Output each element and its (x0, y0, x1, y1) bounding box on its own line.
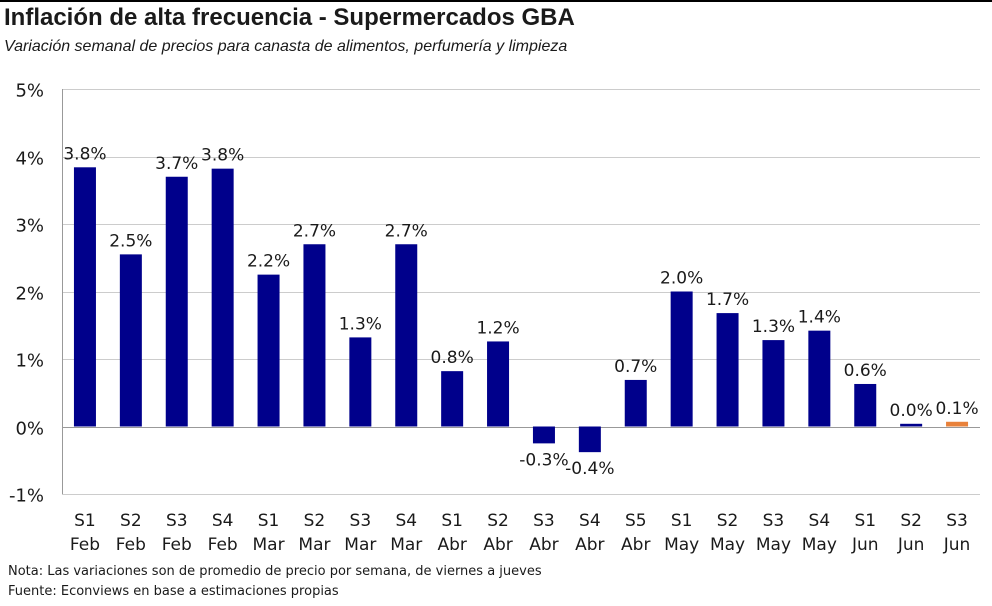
bar (532, 426, 555, 444)
x-tick-label-week: S5 (625, 511, 647, 531)
x-tick-label-week: S3 (946, 511, 968, 531)
x-tick-label-month: Abr (621, 535, 650, 555)
data-label: 2.7% (293, 221, 336, 241)
footnote-fuente: Fuente: Econviews en base a estimaciones… (8, 584, 339, 599)
data-label: -0.3% (519, 450, 568, 470)
bar (808, 330, 831, 427)
data-label: 1.2% (476, 318, 519, 338)
bar-chart: 5% 4% 3% 2% 1% 0% -1% 3.8% S1 Feb 2.5% S2 Feb 3.7% S3 F… (9, 81, 980, 555)
bar (257, 274, 280, 427)
data-label: 0.6% (844, 361, 887, 381)
data-label: 0.7% (614, 357, 657, 377)
x-tick-label-month: Abr (483, 535, 512, 555)
data-label: 2.2% (247, 252, 290, 272)
x-tick-label-week: S1 (74, 511, 96, 531)
x-tick-label-month: Jun (943, 535, 971, 555)
x-tick-label-month: Mar (344, 535, 376, 555)
bar (624, 379, 647, 427)
x-tick-label-week: S1 (258, 511, 280, 531)
bar (73, 167, 96, 427)
data-label: 1.7% (706, 290, 749, 310)
bar (578, 426, 601, 453)
y-tick-label: 3% (15, 216, 44, 237)
bar (211, 168, 234, 427)
x-tick-label-week: S4 (579, 511, 601, 531)
data-label: 0.1% (935, 399, 978, 419)
x-tick-label-week: S1 (671, 511, 693, 531)
data-label: 2.5% (109, 231, 152, 251)
bar (395, 244, 418, 427)
bar (165, 176, 188, 427)
bar (349, 337, 372, 427)
x-tick-label-week: S2 (900, 511, 922, 531)
bar (946, 421, 969, 427)
chart-subtitle: Variación semanal de precios para canast… (4, 38, 568, 55)
bar (900, 423, 923, 427)
data-label: 2.7% (385, 221, 428, 241)
footnote-nota: Nota: Las variaciones son de promedio de… (8, 564, 542, 579)
x-tick-label-month: May (710, 535, 745, 555)
data-label: 0.8% (431, 348, 474, 368)
data-label: 3.8% (201, 146, 244, 166)
x-tick-label-month: Mar (390, 535, 422, 555)
data-label: 3.8% (63, 144, 106, 164)
data-label: 3.7% (155, 154, 198, 174)
x-tick-label-week: S2 (717, 511, 739, 531)
x-tick-label-month: Mar (298, 535, 330, 555)
data-label: -0.4% (565, 459, 614, 479)
x-tick-label-month: Abr (575, 535, 604, 555)
x-tick-label-week: S3 (166, 511, 188, 531)
data-label: 1.4% (798, 308, 841, 328)
data-label: 2.0% (660, 269, 703, 289)
x-tick-label-month: Abr (529, 535, 558, 555)
x-tick-label-month: Feb (70, 535, 100, 555)
y-tick-label: 4% (15, 149, 44, 170)
x-tick-label-week: S4 (809, 511, 831, 531)
top-rule (0, 0, 992, 2)
data-label: 1.3% (752, 317, 795, 337)
bar (716, 313, 739, 427)
y-tick-label: -1% (9, 486, 44, 507)
bar (441, 371, 464, 427)
x-tick-label-month: Mar (253, 535, 285, 555)
x-tick-label-week: S3 (350, 511, 372, 531)
bar (303, 244, 326, 427)
x-tick-label-month: May (756, 535, 791, 555)
x-tick-label-month: Jun (851, 535, 879, 555)
bar (119, 254, 142, 427)
bar (854, 383, 877, 427)
x-tick-label-month: Feb (116, 535, 146, 555)
y-tick-label: 5% (15, 81, 44, 102)
x-tick-label-week: S3 (763, 511, 785, 531)
chart-title: Inflación de alta frecuencia - Supermerc… (4, 4, 575, 31)
x-tick-label-month: Abr (437, 535, 466, 555)
y-tick-label: 1% (15, 351, 44, 372)
x-tick-label-week: S3 (533, 511, 555, 531)
x-tick-label-week: S4 (395, 511, 417, 531)
data-label: 1.3% (339, 314, 382, 334)
bar (762, 340, 785, 427)
x-tick-label-week: S2 (487, 511, 509, 531)
x-tick-label-week: S1 (854, 511, 876, 531)
x-tick-label-month: May (802, 535, 837, 555)
x-tick-label-month: May (664, 535, 699, 555)
x-tick-label-week: S2 (304, 511, 326, 531)
data-label: 0.0% (890, 401, 933, 421)
x-tick-label-week: S4 (212, 511, 234, 531)
x-tick-label-week: S1 (441, 511, 463, 531)
y-tick-label: 2% (15, 284, 44, 305)
x-tick-label-week: S2 (120, 511, 142, 531)
bar (487, 341, 510, 427)
y-tick-label: 0% (15, 419, 44, 440)
x-tick-label-month: Feb (208, 535, 238, 555)
x-tick-label-month: Feb (162, 535, 192, 555)
x-tick-label-month: Jun (897, 535, 925, 555)
bar (670, 291, 693, 427)
